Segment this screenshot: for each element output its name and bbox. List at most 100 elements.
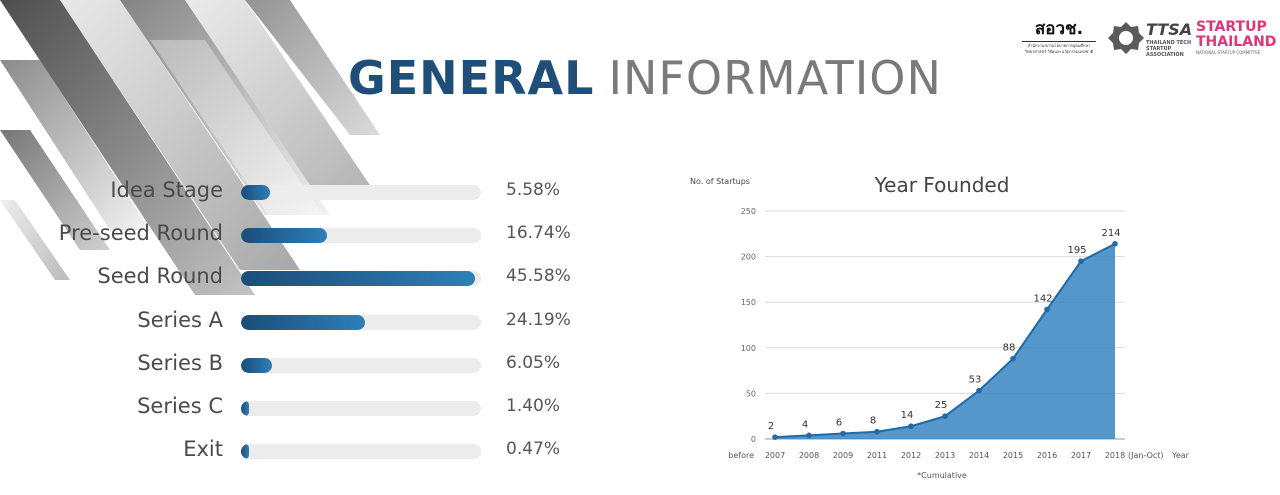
funding-stage-row: Idea Stage 5.58% <box>0 170 600 213</box>
funding-stage-row: Series A 24.19% <box>0 300 600 343</box>
stage-progress-track <box>241 401 481 416</box>
ttsa-logo-sub-2: STARTUP ASSOCIATION <box>1146 46 1184 58</box>
page-title-bold: GENERAL <box>348 51 595 105</box>
data-point <box>1010 355 1016 362</box>
x-tick-label: 2016 <box>1037 451 1057 460</box>
data-point <box>1078 258 1084 264</box>
ttsa-gear-icon <box>1108 22 1144 54</box>
stage-percent: 6.05% <box>506 352 561 373</box>
data-point <box>1044 306 1050 313</box>
stage-progress-fill <box>241 401 249 416</box>
stage-progress-track <box>241 314 481 330</box>
chart-title: Year Founded <box>874 173 1010 197</box>
stage-percent: 0.47% <box>506 439 561 460</box>
stage-label: Series B <box>137 350 223 375</box>
x-tick-label: 2009 <box>833 451 853 460</box>
chart-footnote: *Cumulative <box>917 471 967 480</box>
startup-logo-sub: NATIONAL STARTUP COMMITTEE <box>1196 50 1261 55</box>
page-title: GENERAL INFORMATION <box>348 50 942 106</box>
data-point <box>806 432 812 439</box>
data-point <box>1112 241 1118 247</box>
ttsa-logo: TTSA THAILAND TECH STARTUP ASSOCIATION <box>1108 20 1194 60</box>
data-label: 53 <box>969 375 982 386</box>
data-point <box>772 434 778 440</box>
stage-percent: 5.58% <box>506 180 561 200</box>
data-label: 2 <box>768 421 774 432</box>
data-label: 214 <box>1101 228 1120 239</box>
ohsrd-logo-rule <box>1022 41 1096 42</box>
stage-progress-track <box>241 357 481 373</box>
stage-label: Seed Round <box>97 264 223 289</box>
startup-logo-line2: THAILAND <box>1196 34 1277 50</box>
x-tick-label: 2018 <box>1105 451 1125 460</box>
x-tick-label: 2013 <box>935 451 955 460</box>
stage-label: Pre-seed Round <box>58 221 223 246</box>
y-axis-label: No. of Startups <box>690 177 750 186</box>
data-point <box>976 387 982 394</box>
ohsrd-logo: สอวช. สำนักงานสภานโยบายการอุดมศึกษา วิทย… <box>1020 18 1098 55</box>
background-art <box>0 0 380 295</box>
stage-label: Series C <box>137 394 223 418</box>
partner-logos: สอวช. สำนักงานสภานโยบายการอุดมศึกษา วิทย… <box>1020 18 1277 62</box>
data-label: 88 <box>1003 343 1016 354</box>
x-tick-label: 2014 <box>969 451 989 460</box>
stage-progress-fill <box>241 444 249 460</box>
data-label: 8 <box>870 416 876 427</box>
data-label: 6 <box>836 418 842 429</box>
ttsa-logo-sub-1: THAILAND TECH <box>1146 40 1192 46</box>
x-tick-label: 2011 <box>867 451 887 460</box>
funding-stage-row: Pre-seed Round 16.74% <box>0 213 600 256</box>
stage-progress-fill <box>241 185 270 200</box>
data-point <box>908 423 914 430</box>
y-tick-label: 150 <box>741 298 756 307</box>
ttsa-logo-name: TTSA <box>1146 20 1193 39</box>
data-label: 142 <box>1033 293 1052 304</box>
data-point <box>840 430 846 437</box>
funding-stage-row: Seed Round 45.58% <box>0 256 600 299</box>
stage-progress-track <box>241 228 481 244</box>
x-tick-prefix: before <box>728 451 754 460</box>
x-axis-label: Year <box>1171 451 1190 460</box>
stage-progress-fill <box>241 271 475 287</box>
stage-percent: 45.58% <box>506 266 571 287</box>
y-tick-label: 50 <box>746 389 756 398</box>
stage-label: Series A <box>137 307 223 332</box>
data-label: 195 <box>1067 245 1086 256</box>
startup-thailand-logo: STARTUP THAILAND NATIONAL STARTUP COMMIT… <box>1196 19 1277 56</box>
area-fill <box>775 243 1115 439</box>
stage-progress-track <box>241 444 481 460</box>
y-tick-label: 100 <box>741 344 756 353</box>
data-label: 4 <box>802 419 808 430</box>
y-tick-label: 250 <box>741 207 756 216</box>
x-tick-label: 2007 <box>765 451 785 460</box>
y-tick-label: 200 <box>741 253 756 262</box>
ohsrd-logo-sub-2: วิทยาศาสตร์ วิจัยและนวัตกรรมแห่งชาติ <box>1024 49 1094 54</box>
x-tick-label: 2008 <box>799 451 819 460</box>
stage-progress-fill <box>241 357 273 373</box>
stage-progress-fill <box>241 228 327 244</box>
stage-percent: 16.74% <box>506 223 571 244</box>
stage-percent: 1.40% <box>506 396 561 416</box>
funding-stage-row: Series B 6.05% <box>0 343 600 386</box>
page-title-light: INFORMATION <box>608 51 942 105</box>
data-label: 25 <box>935 400 948 411</box>
x-tick-label: 2012 <box>901 451 921 460</box>
ohsrd-logo-sub-1: สำนักงานสภานโยบายการอุดมศึกษา <box>1027 43 1091 48</box>
x-tick-suffix: (Jan-Oct) <box>1128 451 1164 460</box>
funding-stage-row: Series C 1.40% <box>0 386 600 429</box>
stage-progress-track <box>241 185 481 200</box>
x-tick-label: 2015 <box>1003 451 1023 460</box>
data-label: 14 <box>901 410 914 421</box>
ohsrd-logo-title: สอวช. <box>1034 19 1084 39</box>
funding-stage-row: Exit 0.47% <box>0 429 600 472</box>
stage-label: Exit <box>183 437 223 462</box>
y-tick-label: 0 <box>751 435 756 444</box>
year-founded-chart: 0 50 100 150 200 250 2 2007 4 2008 6 2009 8 2011 14 201… <box>690 173 1190 480</box>
startup-logo-line1: STARTUP <box>1196 19 1267 35</box>
stage-progress-fill <box>241 314 366 330</box>
stage-label: Idea Stage <box>110 178 223 202</box>
data-point <box>942 413 948 419</box>
stage-progress-track <box>241 271 481 287</box>
data-point <box>874 428 880 435</box>
x-tick-label: 2017 <box>1071 451 1091 460</box>
